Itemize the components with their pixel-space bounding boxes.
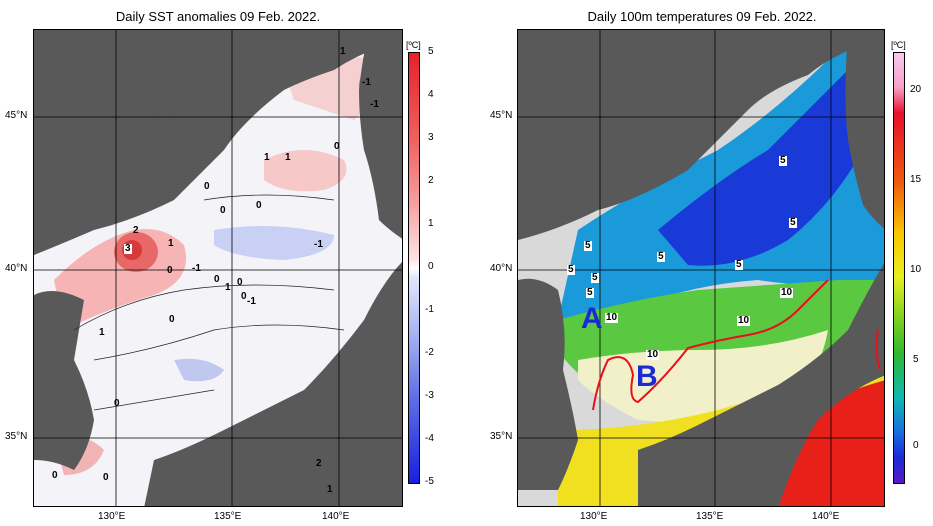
contour-label: 0 (103, 472, 109, 483)
left-colorbar-tick: -2 (425, 347, 434, 358)
right-lat-label: 40°N (490, 263, 513, 274)
contour-label: 1 (225, 282, 231, 293)
right-lon-label: 130°E (580, 511, 608, 522)
contour-label: 1 (99, 327, 105, 338)
contour-label: 0 (241, 291, 247, 302)
contour-label: 2 (316, 458, 322, 469)
cold-water-core (658, 60, 872, 266)
right-lon-label: 140°E (812, 511, 840, 522)
left-lon-label: 135°E (214, 511, 242, 522)
left-lon-label: 130°E (98, 511, 126, 522)
right-lon-label: 135°E (696, 511, 724, 522)
right-colorbar (893, 52, 905, 484)
left-colorbar (408, 52, 420, 484)
contour-label: 5 (567, 264, 575, 275)
land-honshu (638, 263, 884, 506)
left-colorbar-tick: -4 (425, 433, 434, 444)
land-korea (518, 278, 578, 490)
left-colorbar-tick: 2 (428, 175, 434, 186)
left-colorbar-tick: -1 (425, 304, 434, 315)
right-colorbar-tick: 15 (910, 174, 922, 185)
contour-label: 10 (737, 315, 751, 326)
contour-label: 2 (133, 225, 139, 236)
anomaly-contours (73, 194, 345, 411)
contour-label: 0 (220, 205, 226, 216)
contour-label: 0 (334, 141, 340, 152)
right-colorbar-tick: 0 (913, 440, 919, 451)
right-colorbar-tick: 5 (913, 354, 919, 365)
right-lat-label: 35°N (490, 431, 513, 442)
contour-label: 3 (124, 243, 132, 254)
left-colorbar-tick: 0 (428, 261, 434, 272)
cold-anomaly-region (214, 226, 334, 260)
left-colorbar-tick: 1 (428, 218, 434, 229)
right-colorbar-tick: 20 (910, 84, 922, 95)
left-colorbar-tick: -5 (425, 476, 434, 487)
left-lat-label: 35°N (5, 431, 28, 442)
left-colorbar-unit: [ºC] (406, 40, 421, 50)
contour-label: 0 (214, 274, 220, 285)
contour-label: -1 (192, 263, 201, 274)
land-asia-mainland (518, 30, 884, 240)
thermal-front-line (875, 329, 881, 371)
land-asia-mainland (34, 30, 402, 255)
contour-label: -1 (362, 77, 371, 88)
right-colorbar-unit: [ºC] (891, 40, 906, 50)
region-label-a: A (581, 302, 603, 335)
contour-label: 0 (256, 200, 262, 211)
contour-label: -1 (247, 296, 256, 307)
sst-anomaly-map-canvas (34, 30, 402, 506)
land-honshu (144, 262, 402, 506)
contour-label: 5 (584, 240, 592, 251)
right-map-title: Daily 100m temperatures 09 Feb. 2022. (587, 9, 817, 24)
contour-label: 0 (169, 314, 175, 325)
left-colorbar-tick: 3 (428, 132, 434, 143)
land-island (157, 109, 171, 127)
sst-anomaly-map: 1 -1 -1 0 1 1 0 0 0 2 3 1 0 -1 -1 0 0 1 … (33, 29, 403, 507)
contour-label: 0 (237, 277, 243, 288)
contour-label: 5 (657, 251, 665, 262)
contour-label: 1 (327, 484, 333, 495)
contour-label: 10 (780, 287, 794, 298)
contour-label: 1 (264, 152, 270, 163)
left-colorbar-tick: -3 (425, 390, 434, 401)
right-lat-label: 45°N (490, 110, 513, 121)
temperature-100m-map: 5 5 5 5 5 5 5 5 10 10 10 10 A B (517, 29, 885, 507)
contour-label: 5 (789, 217, 797, 228)
contour-label: -1 (314, 239, 323, 250)
contour-label: 0 (114, 398, 120, 409)
left-map-title: Daily SST anomalies 09 Feb. 2022. (115, 9, 321, 24)
contour-label: 10 (605, 312, 619, 323)
land-korea (34, 291, 94, 470)
land-sakhalin-hokkaido (845, 30, 884, 229)
graticule (518, 30, 884, 506)
contour-label: 5 (779, 155, 787, 166)
left-colorbar-tick: 4 (428, 89, 434, 100)
contour-label: 0 (52, 470, 58, 481)
warm-anomaly-region (264, 150, 347, 192)
contour-label: 5 (586, 287, 594, 298)
contour-label: 1 (340, 46, 346, 57)
left-colorbar-tick: 5 (428, 46, 434, 57)
graticule (34, 30, 402, 506)
right-colorbar-tick: 10 (910, 264, 922, 275)
region-label-b: B (636, 360, 658, 393)
cold-anomaly-region (174, 358, 224, 382)
land-sakhalin-hokkaido (359, 30, 402, 239)
thermal-front-line (592, 279, 829, 411)
left-lon-label: 140°E (322, 511, 350, 522)
contour-label: 1 (168, 238, 174, 249)
left-lat-label: 45°N (5, 110, 28, 121)
contour-label: 10 (646, 349, 660, 360)
temperature-100m-map-canvas (518, 30, 884, 506)
contour-label: 1 (285, 152, 291, 163)
contour-label: 0 (204, 181, 210, 192)
contour-label: 5 (591, 272, 599, 283)
contour-label: 5 (735, 259, 743, 270)
contour-label: 0 (167, 265, 173, 276)
contour-label: -1 (370, 99, 379, 110)
left-lat-label: 40°N (5, 263, 28, 274)
